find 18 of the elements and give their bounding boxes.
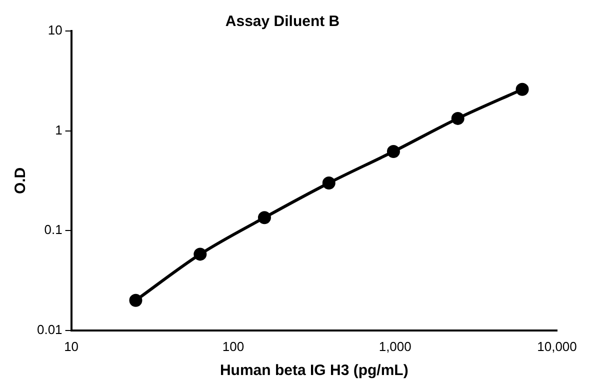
x-axis-title: Human beta IG H3 (pg/mL) — [220, 362, 408, 380]
x-tick-label: 100 — [222, 338, 244, 354]
y-tick-label: 0.1 — [44, 222, 62, 238]
point — [516, 82, 529, 96]
point — [258, 211, 271, 224]
chart-title: Assay Diluent B — [225, 13, 340, 30]
y-tick-label: 1 — [55, 122, 62, 138]
x-tick-label: 1,000 — [378, 338, 412, 354]
point — [194, 248, 207, 261]
y-tick-label: 0.01 — [36, 322, 62, 337]
point — [322, 176, 336, 190]
point — [451, 112, 464, 125]
y-axis-title: O.D — [12, 167, 30, 194]
x-tick-label: 10,000 — [537, 338, 577, 354]
y-tick-label: 10 — [48, 22, 62, 38]
x-tick-label: 10 — [64, 338, 79, 354]
point — [129, 294, 142, 307]
point — [386, 145, 400, 158]
